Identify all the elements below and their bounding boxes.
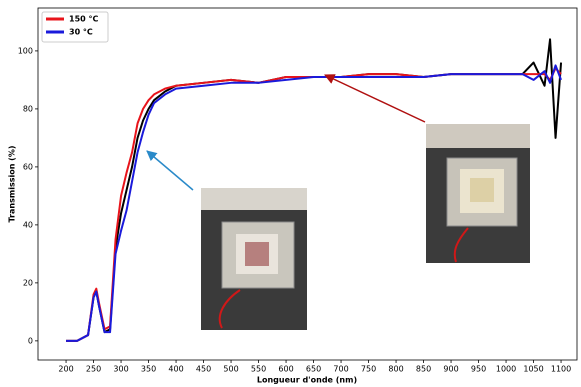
y-tick-label: 0 xyxy=(28,336,33,345)
y-tick-label: 80 xyxy=(23,104,33,113)
y-tick-label: 100 xyxy=(18,46,33,55)
legend-label: 150 °C xyxy=(69,15,98,24)
x-tick-label: 400 xyxy=(168,365,183,374)
photo xyxy=(426,124,530,263)
y-tick-label: 20 xyxy=(23,278,33,287)
x-tick-label: 650 xyxy=(306,365,321,374)
plot-area xyxy=(66,38,563,342)
legend: 150 °C 30 °C xyxy=(41,11,109,43)
x-tick-label: 950 xyxy=(471,365,486,374)
photo xyxy=(201,188,307,330)
arrow xyxy=(324,74,426,123)
x-tick-label: 700 xyxy=(333,365,348,374)
data-line xyxy=(66,64,562,342)
x-tick-label: 350 xyxy=(141,365,156,374)
x-tick-label: 300 xyxy=(113,365,128,374)
x-tick-label: 900 xyxy=(443,365,458,374)
x-tick-label: 1100 xyxy=(551,365,571,374)
x-tick-label: 550 xyxy=(251,365,266,374)
x-tick-label: 750 xyxy=(361,365,376,374)
x-tick-label: 450 xyxy=(196,365,211,374)
x-tick-label: 500 xyxy=(223,365,238,374)
x-tick-label: 250 xyxy=(86,365,101,374)
y-axis-label: Transmission (%) xyxy=(8,145,17,222)
x-tick-label: 850 xyxy=(416,365,431,374)
arrow xyxy=(146,150,194,191)
x-tick-label: 600 xyxy=(278,365,293,374)
x-tick-label: 1000 xyxy=(496,365,516,374)
x-tick-label: 800 xyxy=(388,365,403,374)
x-axis-label: Longueur d'onde (nm) xyxy=(257,376,357,385)
x-tick-label: 200 xyxy=(58,365,73,374)
axes-frame xyxy=(37,7,578,361)
legend-label: 30 °C xyxy=(69,28,93,37)
y-tick-label: 60 xyxy=(23,162,33,171)
x-tick-label: 1050 xyxy=(523,365,543,374)
y-tick-label: 40 xyxy=(23,220,33,229)
